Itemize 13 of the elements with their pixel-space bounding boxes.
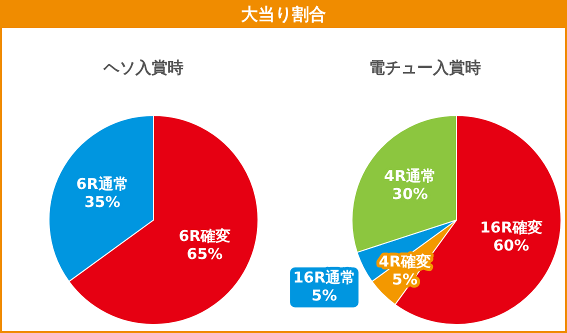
data-label: 65% — [186, 244, 223, 263]
slice-label: 16R確変 — [479, 218, 542, 237]
data-label: 30% — [392, 185, 428, 204]
data-label: 60% — [492, 236, 529, 255]
data-label: 5% — [311, 286, 337, 304]
slice-label: 16R通常 — [292, 268, 355, 286]
chart-subtitle: 電チュー入賞時 — [368, 58, 482, 79]
chart-title: 大当り割合 — [2, 2, 565, 28]
data-label: 35% — [84, 192, 120, 211]
slice-label: 6R通常 — [76, 174, 128, 193]
slice-label: 4R通常 — [384, 167, 436, 186]
chart-subtitle: ヘソ入賞時 — [102, 58, 184, 79]
slice-label: 6R確変 — [178, 226, 231, 245]
